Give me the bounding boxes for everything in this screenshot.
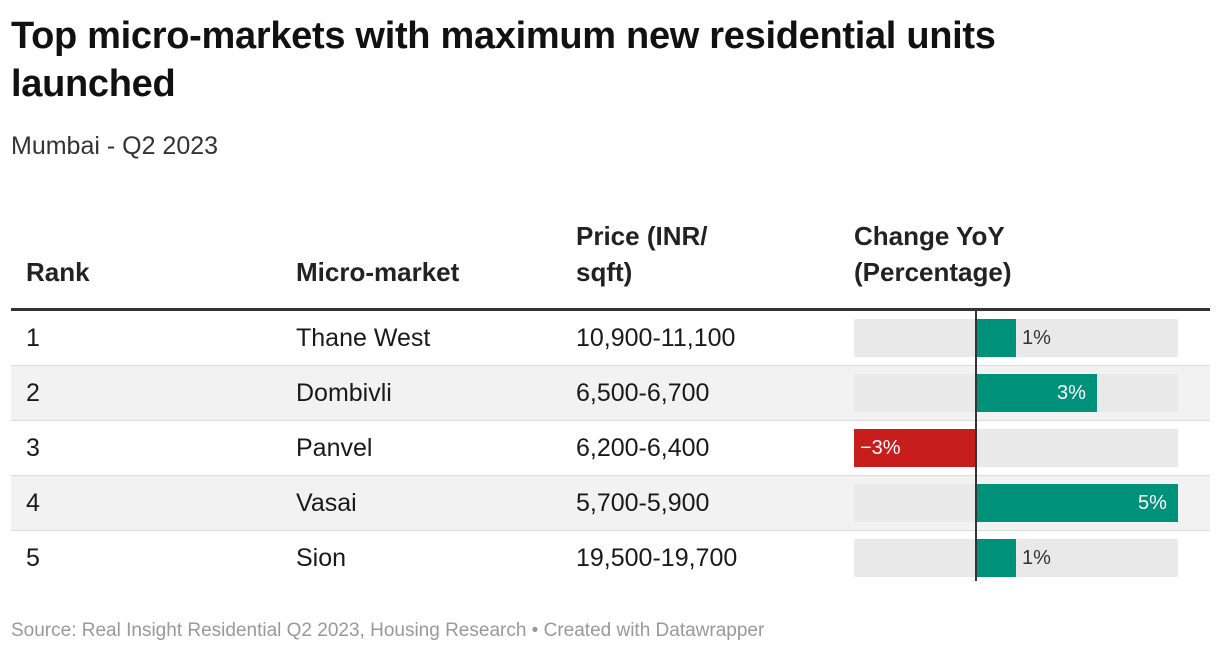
header-change-line2: (Percentage)	[854, 257, 1012, 287]
cell-price: 6,500-6,700	[576, 379, 710, 407]
data-table: Rank Micro-market Price (INR/ sqft) Chan…	[11, 220, 1210, 585]
source-note: Source: Real Insight Residential Q2 2023…	[11, 620, 765, 641]
change-label: 1%	[1022, 327, 1051, 349]
bar-track: 3%	[854, 374, 1178, 412]
change-bar	[975, 374, 1097, 412]
cell-rank: 4	[26, 489, 40, 517]
cell-micro-market: Thane West	[296, 324, 431, 352]
cell-rank: 2	[26, 379, 40, 407]
cell-price: 19,500-19,700	[576, 544, 738, 572]
chart-title: Top micro-markets with maximum new resid…	[11, 15, 996, 105]
table-row: 4 Vasai 5,700-5,900 5%	[11, 476, 1210, 531]
table-row: 3 Panvel 6,200-6,400 −3%	[11, 421, 1210, 476]
header-change-line1: Change YoY	[854, 221, 1005, 251]
cell-rank: 5	[26, 544, 40, 572]
change-bar	[975, 484, 1178, 522]
change-bar	[854, 429, 976, 467]
change-label: 3%	[1057, 382, 1086, 404]
header-change: Change YoY (Percentage)	[854, 218, 1178, 290]
table-row: 5 Sion 19,500-19,700 1%	[11, 531, 1210, 585]
cell-rank: 1	[26, 324, 40, 352]
zero-axis-line	[974, 311, 977, 581]
table-row: 1 Thane West 10,900-11,100 1%	[11, 311, 1210, 366]
cell-micro-market: Panvel	[296, 434, 373, 462]
bar-track: 1%	[854, 539, 1178, 577]
cell-micro-market: Sion	[296, 544, 347, 572]
bar-track: −3%	[854, 429, 1178, 467]
bar-track: 1%	[854, 319, 1178, 357]
header-price-line2: sqft)	[576, 257, 633, 287]
header-price-line1: Price (INR/	[576, 221, 708, 251]
table-header: Rank Micro-market Price (INR/ sqft) Chan…	[11, 220, 1210, 311]
change-bar	[975, 539, 1016, 577]
change-label: −3%	[860, 437, 901, 459]
chart-subtitle: Mumbai - Q2 2023	[11, 132, 219, 160]
header-micro-market: Micro-market	[296, 257, 460, 287]
header-price: Price (INR/ sqft)	[576, 218, 708, 290]
cell-price: 5,700-5,900	[576, 489, 710, 517]
cell-micro-market: Dombivli	[296, 379, 392, 407]
cell-price: 10,900-11,100	[576, 324, 736, 352]
cell-price: 6,200-6,400	[576, 434, 710, 462]
change-bar	[975, 319, 1016, 357]
table-row: 2 Dombivli 6,500-6,700 3%	[11, 366, 1210, 421]
cell-rank: 3	[26, 434, 40, 462]
change-label: 1%	[1022, 547, 1051, 569]
header-rank: Rank	[26, 257, 90, 287]
table-body: 1 Thane West 10,900-11,100 1% 2 Dombivli 6,500…	[11, 311, 1210, 585]
bar-track: 5%	[854, 484, 1178, 522]
change-label: 5%	[1138, 492, 1167, 514]
cell-micro-market: Vasai	[296, 489, 357, 517]
